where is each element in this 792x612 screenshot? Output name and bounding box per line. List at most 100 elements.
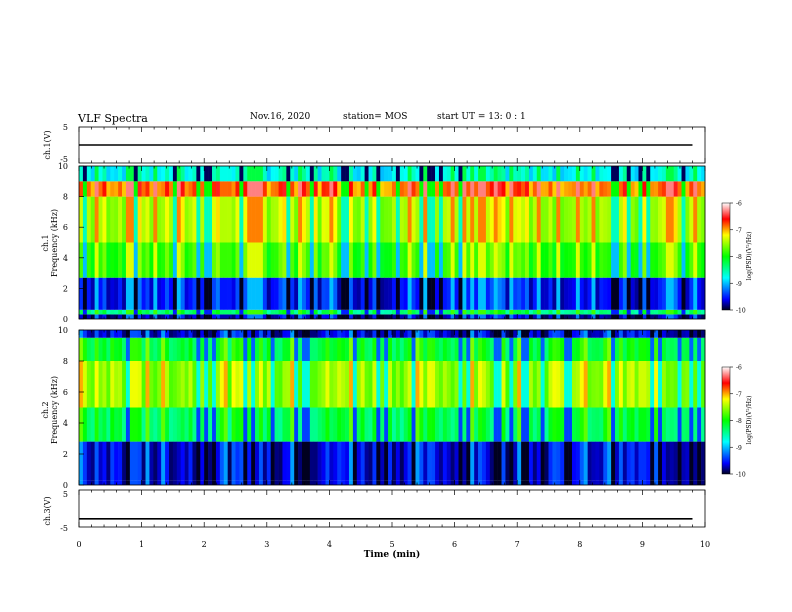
spectrogram-cell (548, 166, 553, 182)
spectrogram-cell (376, 196, 381, 243)
time-tick-label: 2 (202, 540, 207, 549)
spectrogram-cell (497, 480, 502, 485)
spectrogram-cell (231, 277, 236, 310)
spectrogram-cell (274, 480, 279, 485)
spectrogram-cell (180, 330, 185, 338)
spectrogram-cell (168, 309, 174, 315)
spectrogram-cell (165, 407, 170, 442)
spectrogram-cell (395, 196, 401, 243)
spectrogram-cell (270, 330, 275, 338)
spectrogram-cell (685, 166, 690, 182)
spectrogram-cell (583, 361, 588, 408)
spectrogram-cell (110, 361, 115, 408)
spectrogram-cell (642, 480, 647, 485)
spectrogram-cell (122, 330, 127, 338)
spectrogram-cell (118, 361, 123, 408)
spectrogram-cell (165, 309, 170, 315)
spectrogram-cell (388, 361, 393, 408)
spectrogram-cell (685, 407, 690, 442)
spectrogram-cell (102, 441, 107, 481)
spectrogram-cell (196, 480, 201, 485)
spectrogram-cell (525, 361, 530, 408)
spectrogram-cell (587, 181, 592, 197)
spectrogram-cell (145, 309, 150, 315)
spectrogram-cell (345, 337, 350, 361)
spectrogram-cell (575, 314, 581, 319)
spectrogram-cell (654, 277, 659, 310)
spectrogram-cell (669, 407, 674, 442)
spectrogram-cell (231, 181, 236, 197)
spectrogram-cell (102, 330, 107, 338)
spectrogram-cell (517, 330, 522, 338)
spectrogram-cell (196, 309, 201, 315)
spectrogram-cell (192, 441, 197, 481)
spectrogram-cell (368, 337, 373, 361)
spectrogram-cell (98, 330, 103, 338)
spectrogram-cell (325, 181, 330, 197)
spectrogram-cell (532, 441, 538, 481)
spectrogram-cell (536, 361, 541, 408)
spectrogram-cell (286, 337, 291, 361)
spectrogram-cell (345, 480, 350, 485)
spectrogram-cell (622, 196, 628, 243)
spectrogram-cell (309, 181, 315, 197)
spectrogram-cell (200, 309, 205, 315)
spectrogram-cell (90, 242, 95, 278)
spectrogram-cell (345, 314, 350, 319)
spectrogram-cell (278, 309, 283, 315)
spectrogram-cell (528, 309, 534, 315)
spectrogram-cell (634, 361, 639, 408)
spectrogram-cell (372, 242, 377, 278)
spectrogram-cell (364, 242, 369, 278)
spectrogram-cell (458, 330, 463, 338)
spectrogram-cell (118, 309, 123, 315)
spectrogram-cell (626, 441, 631, 481)
spectrogram-cell (395, 407, 401, 442)
spectrogram-cell (141, 407, 146, 442)
spectrogram-cell (599, 166, 604, 182)
spectrogram-cell (493, 242, 498, 278)
spectrogram-cell (462, 407, 467, 442)
spectrogram-cell (661, 181, 667, 197)
spectrogram-cell (661, 196, 667, 243)
spectrogram-cell (204, 242, 209, 278)
spectrogram-cell (489, 181, 495, 197)
spectrogram-cell (403, 314, 408, 319)
spectrogram-cell (665, 330, 671, 338)
spectrogram-cell (98, 277, 103, 310)
spectrogram-cell (626, 166, 631, 182)
spectrogram-cell (192, 309, 197, 315)
spectrogram-cell (215, 337, 221, 361)
spectrogram-cell (485, 181, 491, 197)
spectrogram-cell (122, 361, 127, 408)
spectrogram-cell (380, 181, 385, 197)
spectrogram-cell (172, 166, 178, 182)
spectrogram-cell (403, 277, 408, 310)
spectrogram-cell (501, 181, 506, 197)
spectrogram-cell (122, 407, 127, 442)
spectrogram-cell (454, 314, 459, 319)
spectrogram-cell (333, 480, 338, 485)
spectrogram-cell (493, 181, 498, 197)
spectrogram-cell (321, 277, 326, 310)
spectrogram-cell (630, 166, 635, 182)
spectrogram-cell (638, 277, 643, 310)
spectrogram-cell (532, 407, 538, 442)
spectrogram-cell (685, 196, 690, 243)
spectrogram-cell (294, 480, 299, 485)
spectrogram-cell (618, 181, 624, 197)
spectrogram-cell (251, 361, 256, 408)
spectrogram-cell (282, 181, 287, 197)
spectrogram-cell (638, 480, 643, 485)
spectrogram-cell (525, 309, 530, 315)
spectrogram-cell (450, 337, 455, 361)
spectrogram-cell (438, 242, 444, 278)
spectrogram-cell (595, 361, 600, 408)
spectrogram-cell (579, 314, 585, 319)
spectrogram-cell (341, 181, 346, 197)
spectrogram-cell (352, 242, 358, 278)
spectrogram-cell (356, 242, 361, 278)
spectrogram-cell (231, 309, 236, 315)
spectrogram-cell (458, 181, 463, 197)
spectrogram-cell (450, 361, 455, 408)
